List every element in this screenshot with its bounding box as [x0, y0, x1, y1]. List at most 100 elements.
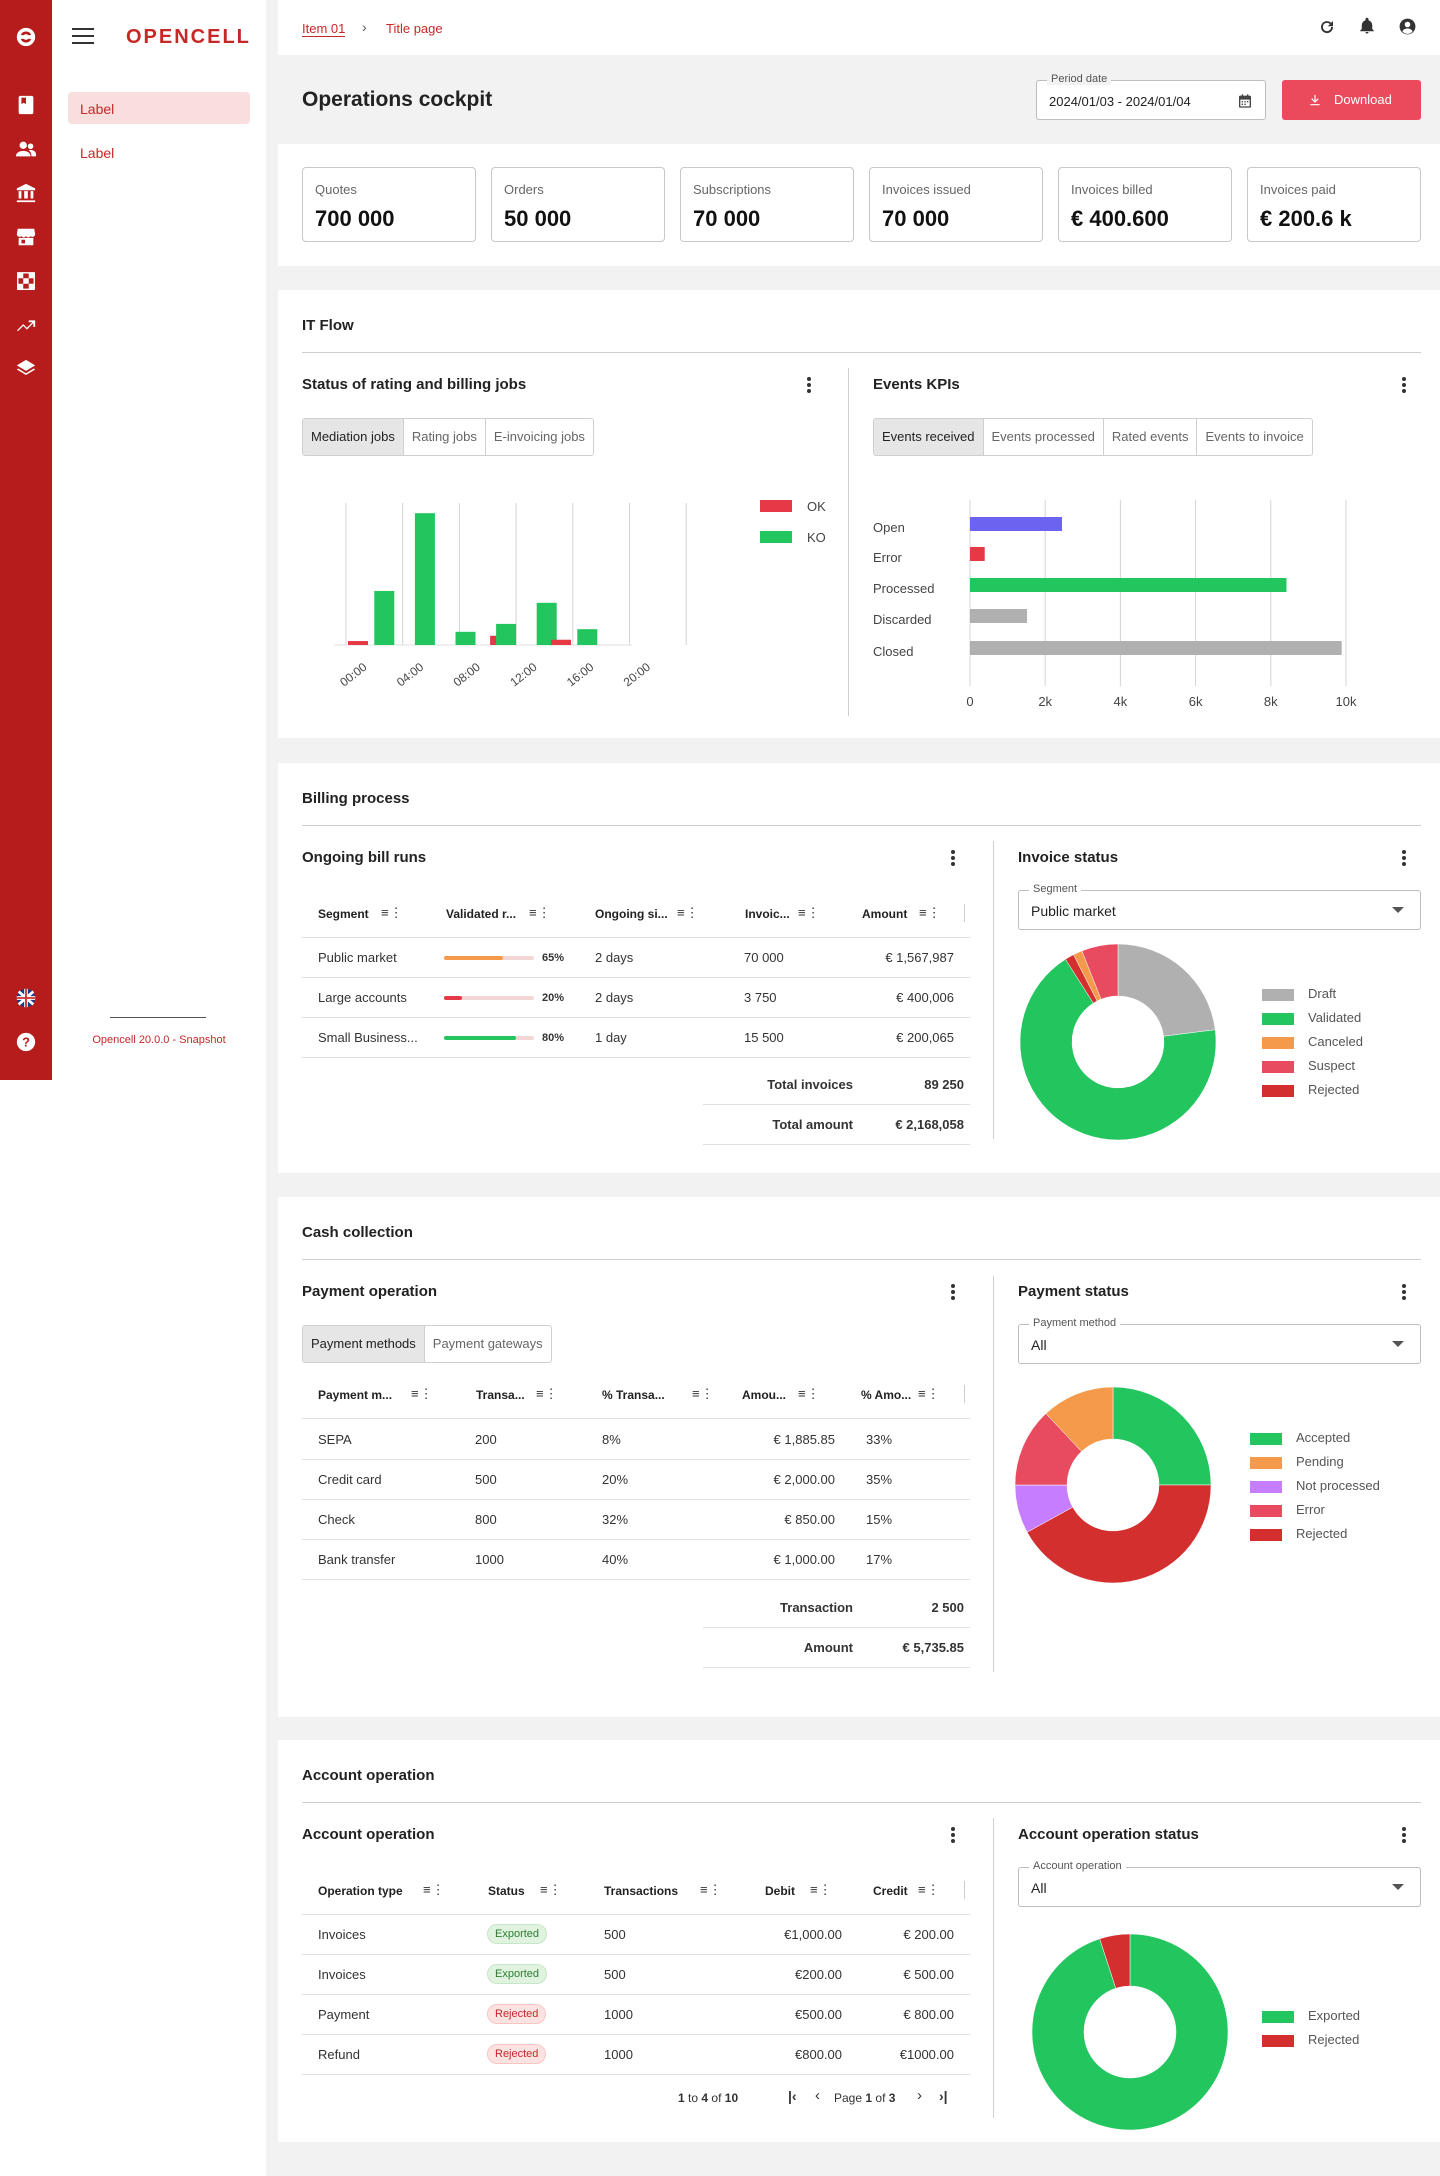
tab-payment-methods[interactable]: Payment methods — [303, 1326, 425, 1362]
status-badge: Rejected — [487, 2004, 547, 2024]
filter-icon[interactable]: ≡⋮ — [381, 905, 404, 920]
column-header: Status — [488, 1884, 525, 1898]
book-icon[interactable] — [15, 94, 37, 116]
event-bar — [970, 609, 1028, 623]
filter-icon[interactable]: ≡⋮ — [918, 1882, 941, 1897]
filter-icon[interactable]: ≡⋮ — [677, 905, 700, 920]
tab-events-to-invoice[interactable]: Events to invoice — [1205, 429, 1304, 444]
card-title: Account operation — [302, 1826, 435, 1843]
logo-icon[interactable] — [15, 26, 37, 48]
progress-track — [444, 996, 534, 1000]
store-icon[interactable] — [15, 226, 37, 248]
cell-operation-type: Payment — [318, 2007, 370, 2022]
account-icon[interactable] — [1398, 17, 1417, 36]
refresh-icon[interactable] — [1318, 18, 1336, 36]
cell-amount: € 2,000.00 — [773, 1472, 835, 1487]
layers-icon[interactable] — [15, 358, 37, 380]
bar-ko — [536, 602, 557, 645]
help-icon[interactable]: ? — [15, 1031, 37, 1053]
more-vertical-icon[interactable] — [1402, 1284, 1406, 1300]
bar-ko — [374, 590, 395, 645]
more-vertical-icon[interactable] — [951, 1284, 955, 1300]
filter-icon[interactable]: ≡⋮ — [918, 1386, 941, 1401]
y-category-label: Error — [873, 550, 903, 565]
download-button[interactable]: Download — [1282, 80, 1421, 120]
filter-icon[interactable]: ≡⋮ — [423, 1882, 446, 1897]
more-vertical-icon[interactable] — [1402, 850, 1406, 866]
bank-icon[interactable] — [15, 182, 37, 204]
card-title: Events KPIs — [873, 376, 960, 393]
filter-icon[interactable]: ≡⋮ — [798, 905, 821, 920]
event-bar — [970, 547, 985, 561]
filter-icon[interactable]: ≡⋮ — [529, 905, 552, 920]
column-header: Credit — [873, 1884, 908, 1898]
sidebar-item[interactable]: Label — [68, 136, 250, 168]
filter-icon[interactable]: ≡⋮ — [810, 1882, 833, 1897]
cell-validated: 80% — [542, 1032, 565, 1044]
cell-transactions: 1000 — [604, 2047, 633, 2062]
tab-rated-events[interactable]: Rated events — [1104, 419, 1198, 455]
sidebar-item-active[interactable]: Label — [68, 92, 250, 124]
tab-payment-gateways[interactable]: Payment gateways — [432, 1336, 543, 1351]
total-label: Total amount — [772, 1117, 853, 1132]
bell-icon[interactable] — [1358, 17, 1376, 35]
segment-select[interactable]: Segment Public market — [1018, 883, 1421, 930]
next-page-icon[interactable]: › — [917, 2087, 922, 2104]
filter-icon[interactable]: ≡⋮ — [411, 1386, 434, 1401]
calendar-icon[interactable] — [1237, 93, 1253, 109]
jobs-tabs: Mediation jobs Rating jobs E-invoicing j… — [302, 418, 594, 456]
top-bar: Item 01 › Title page — [278, 0, 1440, 55]
cell-operation-type: Invoices — [318, 1967, 366, 1982]
column-header: Transa... — [476, 1388, 525, 1402]
payment-method-select[interactable]: Payment method All — [1018, 1317, 1421, 1364]
filter-icon[interactable]: ≡⋮ — [540, 1882, 563, 1897]
y-category-label: Processed — [873, 581, 934, 596]
cell-transactions: 500 — [475, 1472, 497, 1487]
x-tick-label: 16:00 — [564, 660, 597, 690]
filter-icon[interactable]: ≡⋮ — [692, 1386, 715, 1401]
period-date-field[interactable]: Period date 2024/01/03 - 2024/01/04 — [1036, 73, 1266, 120]
filter-icon[interactable]: ≡⋮ — [536, 1386, 559, 1401]
chevron-down-icon — [1392, 1341, 1404, 1347]
first-page-icon[interactable]: |‹ — [788, 2088, 797, 2104]
trending-icon[interactable] — [15, 314, 37, 336]
menu-icon[interactable] — [72, 28, 94, 44]
users-icon[interactable] — [15, 138, 37, 160]
app-logo[interactable]: OPENCELL — [126, 26, 251, 48]
checker-icon[interactable] — [15, 270, 37, 292]
tab-e-invoicing-jobs[interactable]: E-invoicing jobs — [493, 429, 585, 444]
legend-label: Rejected — [1296, 1526, 1348, 1541]
row-line — [302, 1017, 970, 1018]
divider — [302, 825, 1421, 826]
more-vertical-icon[interactable] — [951, 850, 955, 866]
more-vertical-icon[interactable] — [1402, 377, 1406, 393]
tab-mediation-jobs[interactable]: Mediation jobs — [303, 419, 404, 455]
legend-label: Exported — [1308, 2008, 1361, 2023]
legend-label: Canceled — [1308, 1034, 1363, 1049]
kpi-label: Invoices issued — [882, 182, 971, 197]
breadcrumb-item[interactable]: Item 01 — [302, 21, 346, 37]
status-badge: Exported — [487, 1924, 548, 1944]
column-header: Amou... — [742, 1388, 786, 1402]
donut-slice-accepted — [1112, 1386, 1212, 1486]
cell-transactions-pct: 40% — [602, 1552, 629, 1567]
filter-icon[interactable]: ≡⋮ — [798, 1386, 821, 1401]
previous-page-icon[interactable]: ‹ — [815, 2087, 820, 2104]
row-line — [302, 1914, 970, 1915]
last-page-icon[interactable]: ›| — [939, 2088, 948, 2104]
filter-icon[interactable]: ≡⋮ — [919, 905, 942, 920]
tab-rating-jobs[interactable]: Rating jobs — [404, 419, 486, 455]
tab-events-processed[interactable]: Events processed — [984, 419, 1104, 455]
filter-icon[interactable]: ≡⋮ — [700, 1882, 723, 1897]
tab-events-received[interactable]: Events received — [874, 419, 984, 455]
cell-amount: € 1,567,987 — [885, 950, 954, 965]
more-vertical-icon[interactable] — [807, 377, 811, 393]
legend-label: Rejected — [1308, 1082, 1360, 1097]
status-badge: Rejected — [487, 2044, 547, 2064]
legend-label: Draft — [1308, 986, 1337, 1001]
flag-uk-icon[interactable] — [15, 987, 37, 1009]
card-title: Invoice status — [1018, 849, 1119, 866]
account-operation-select[interactable]: Account operation All — [1018, 1860, 1421, 1907]
more-vertical-icon[interactable] — [951, 1827, 955, 1843]
more-vertical-icon[interactable] — [1402, 1827, 1406, 1843]
